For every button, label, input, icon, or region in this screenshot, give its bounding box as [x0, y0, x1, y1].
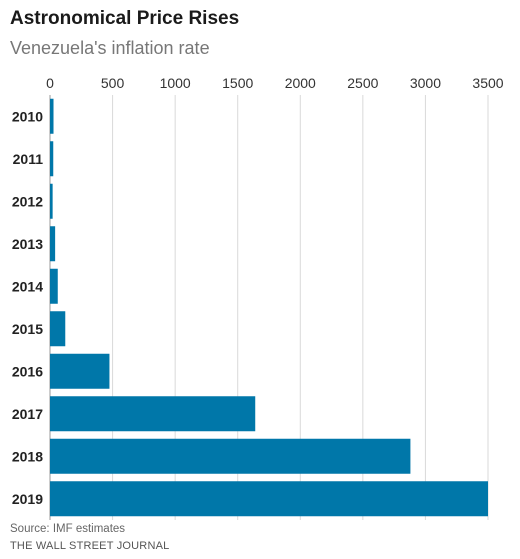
bar-2013 [50, 226, 56, 262]
bar-2011 [50, 141, 54, 177]
bar-2019 [50, 481, 488, 517]
category-label-2014: 2014 [12, 278, 43, 294]
chart-subtitle: Venezuela's inflation rate [10, 38, 210, 58]
chart-title: Astronomical Price Rises [10, 8, 240, 29]
category-label-2019: 2019 [12, 491, 43, 507]
category-label-2015: 2015 [12, 321, 43, 337]
category-label-2013: 2013 [12, 236, 43, 252]
x-tick-label-3000: 3000 [410, 75, 441, 91]
x-tick-label-500: 500 [101, 75, 125, 91]
x-tick-label-3500: 3500 [472, 75, 503, 91]
x-axis-ticks: 0 500 1000 1500 2000 2500 3000 3500 [46, 75, 504, 91]
bar-2018 [50, 438, 411, 474]
category-label-2011: 2011 [13, 151, 44, 167]
bar-2015 [50, 311, 66, 347]
bar-2012 [50, 183, 53, 219]
bar-2016 [50, 353, 110, 389]
x-tick-label-1000: 1000 [160, 75, 191, 91]
publisher-credit: THE WALL STREET JOURNAL [10, 540, 170, 552]
x-tick-label-1500: 1500 [222, 75, 253, 91]
bars [50, 98, 488, 517]
category-label-2010: 2010 [12, 108, 43, 124]
bar-2014 [50, 268, 58, 304]
x-tick-label-2500: 2500 [347, 75, 378, 91]
category-label-2012: 2012 [12, 193, 43, 209]
bar-2010 [50, 98, 54, 134]
source-note: Source: IMF estimates [10, 523, 126, 535]
bar-2017 [50, 396, 256, 432]
y-axis-categories: 2010 2011 2012 2013 2014 2015 2016 2017 2018 2019 [12, 108, 43, 507]
x-tick-label-2000: 2000 [285, 75, 316, 91]
category-label-2018: 2018 [12, 448, 43, 464]
category-label-2016: 2016 [12, 363, 43, 379]
x-tick-label-0: 0 [46, 75, 54, 91]
category-label-2017: 2017 [12, 406, 43, 422]
